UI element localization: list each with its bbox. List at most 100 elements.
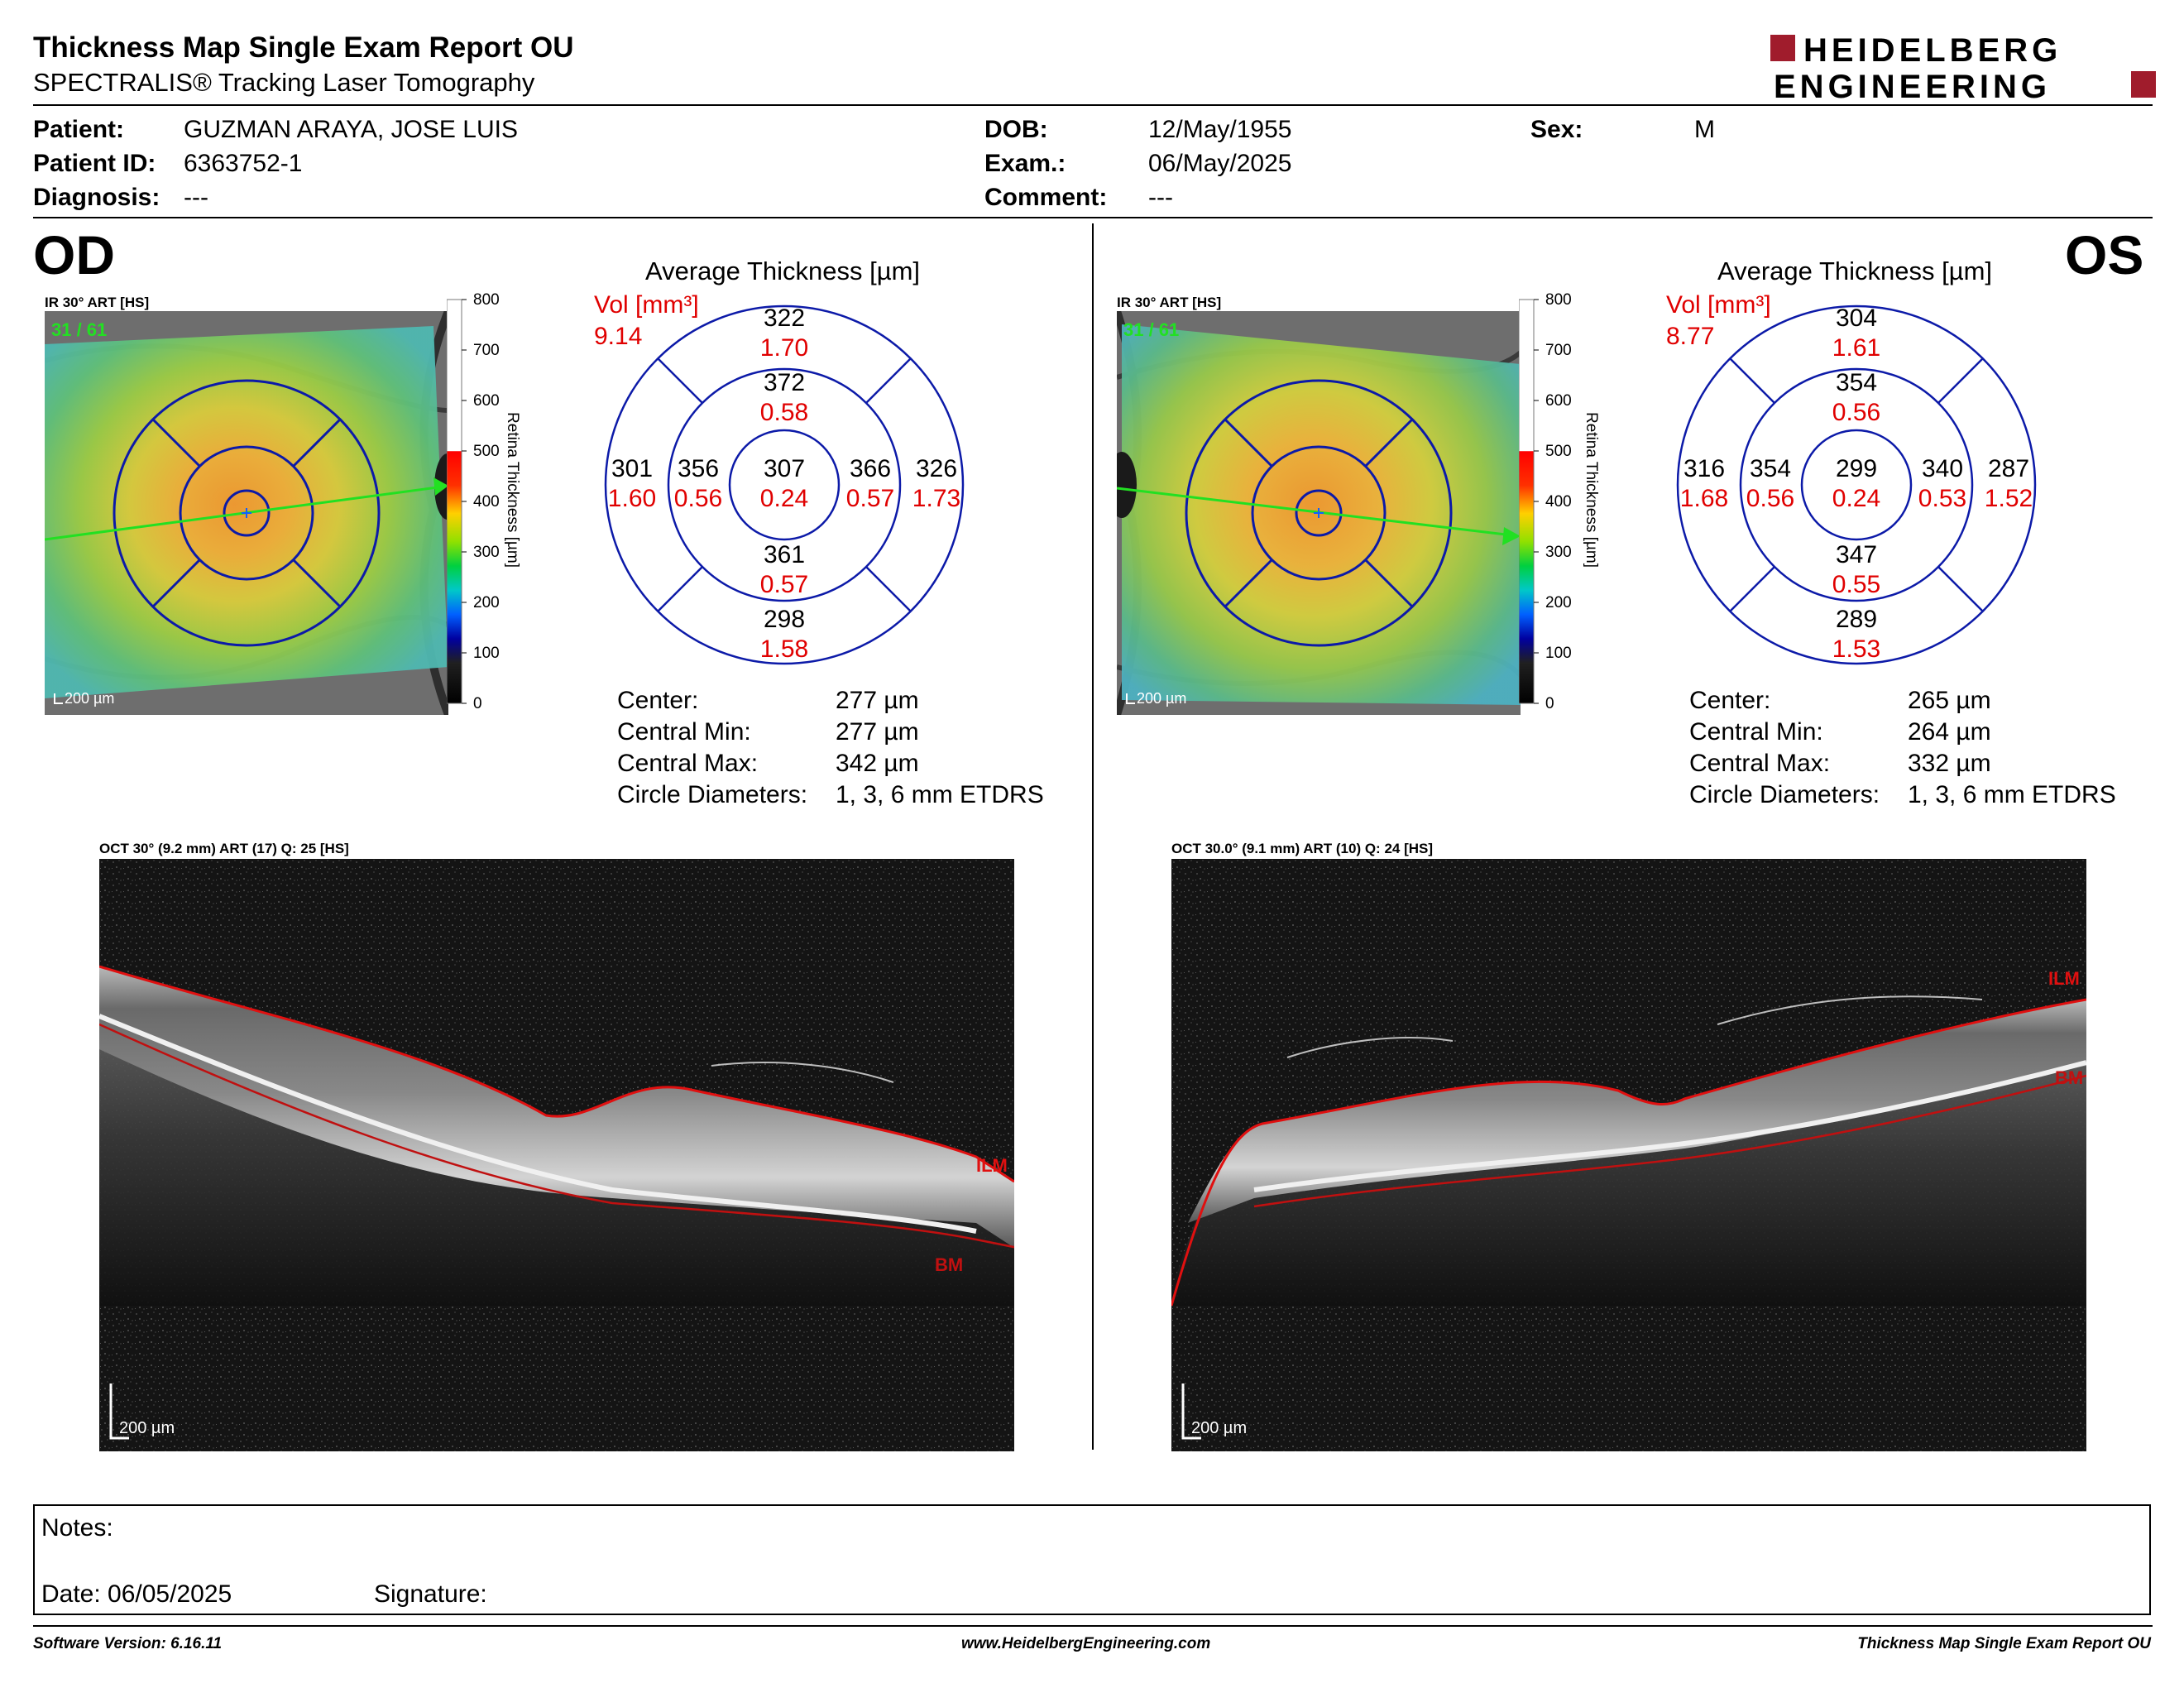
os-outer-inferior-volume: 1.53 (1832, 635, 1880, 663)
od-scale-tick: 800 (473, 291, 500, 309)
od-diam-label: Circle Diameters: (617, 781, 808, 808)
sex-value: M (1694, 116, 1715, 143)
od-scale-tick: 100 (473, 645, 500, 662)
os-center-thickness: 299 (1836, 455, 1877, 482)
os-inner-inferior-thickness: 347 (1836, 541, 1877, 568)
os-scale-label: Retina Thickness [µm] (504, 412, 521, 568)
od-inner-right-volume: 0.57 (846, 485, 894, 512)
os-diam-label: Circle Diameters: (1689, 781, 1880, 808)
os-scale-tick: 0 (1545, 695, 1554, 712)
od-scale-tick: 200 (473, 594, 500, 611)
os-vol-total: 8.77 (1666, 323, 1715, 350)
os-center-value: 265 µm (1908, 687, 1991, 714)
notes-label: Notes: (41, 1514, 113, 1542)
comment-value: --- (1148, 184, 1173, 211)
os-inner-right-thickness: 340 (1922, 455, 1963, 482)
od-scale-tick: 600 (473, 392, 500, 410)
os-oct-caption: OCT 30.0° (9.1 mm) ART (10) Q: 24 [HS] (1171, 841, 1434, 856)
os-ilm-label: ILM (2048, 968, 2080, 989)
od-outer-inferior-volume: 1.58 (760, 635, 808, 663)
os-eye-label: OS (2065, 224, 2144, 285)
od-scale-ticks: 800 700 600 500 400 300 200 100 0 (473, 291, 515, 712)
os-ir-caption: IR 30° ART [HS] (1117, 295, 1222, 310)
os-avg-thickness-title: Average Thickness [µm] (1717, 257, 1993, 285)
patient-name: GUZMAN ARAYA, JOSE LUIS (184, 116, 518, 143)
info-rule (33, 217, 2153, 218)
od-outer-superior-thickness: 322 (764, 305, 805, 332)
os-scale-tick: 800 (1545, 291, 1572, 309)
sex-label: Sex: (1530, 116, 1583, 143)
patient-label: Patient: (33, 116, 125, 143)
od-scale-tick: 500 (473, 443, 500, 460)
os-thickness-map: 31 / 61 200 µm (1117, 311, 1521, 715)
od-max-value: 342 µm (836, 750, 919, 777)
header-rule (33, 104, 2153, 106)
comment-label: Comment: (984, 184, 1108, 211)
od-inner-left-volume: 0.56 (674, 485, 722, 512)
os-stats-table: Center: 265 µm Central Min: 264 µm Central… (1689, 687, 2116, 813)
od-center-thickness: 307 (764, 455, 805, 482)
os-thickness-scale (1519, 299, 1539, 704)
od-inner-superior-thickness: 372 (764, 369, 805, 396)
od-oct-bscan: ILM BM 200 µm (99, 859, 1014, 1451)
od-thickness-scale (447, 299, 467, 704)
os-inner-left-volume: 0.56 (1746, 485, 1794, 512)
od-ilm-label: ILM (976, 1155, 1008, 1176)
os-scale-tick: 600 (1545, 392, 1572, 410)
os-min-value: 264 µm (1908, 718, 1991, 746)
od-outer-superior-volume: 1.70 (760, 334, 808, 362)
report-title: Thickness Map Single Exam Report OU (33, 31, 574, 64)
os-scale-tick: 400 (1545, 493, 1572, 511)
website-link[interactable]: www.HeidelbergEngineering.com (961, 1635, 1211, 1652)
os-inner-right-volume: 0.53 (1918, 485, 1966, 512)
diagnosis-value: --- (184, 184, 208, 211)
os-inner-superior-thickness: 354 (1836, 369, 1877, 396)
od-center-label: Center: (617, 687, 699, 714)
os-outer-superior-thickness: 304 (1836, 305, 1877, 332)
os-inner-inferior-volume: 0.55 (1832, 571, 1880, 598)
od-outer-right-volume: 1.73 (912, 485, 960, 512)
diagnosis-label: Diagnosis: (33, 184, 160, 211)
os-diam-value: 1, 3, 6 mm ETDRS (1908, 781, 2116, 808)
footer-rule (33, 1625, 2153, 1627)
od-inner-inferior-thickness: 361 (764, 541, 805, 568)
date-label: Date: 06/05/2025 (41, 1580, 232, 1608)
os-etdrs-grid: 304 1.61 354 0.56 316 1.68 354 0.56 299 … (1676, 305, 2037, 665)
od-stats-table: Center: 277 µm Central Min: 277 µm Central… (617, 687, 1044, 813)
od-scale-tick: 300 (473, 544, 500, 561)
os-center-label: Center: (1689, 687, 1771, 714)
od-diam-value: 1, 3, 6 mm ETDRS (836, 781, 1044, 808)
os-bm-label: BM (2055, 1067, 2083, 1088)
od-min-label: Central Min: (617, 718, 751, 746)
od-vol-total: 9.14 (594, 323, 643, 350)
os-inner-left-thickness: 354 (1750, 455, 1791, 482)
od-ir-caption: IR 30° ART [HS] (45, 295, 150, 310)
footer-report-name: Thickness Map Single Exam Report OU (1857, 1635, 2151, 1652)
notes-box[interactable]: Notes: Date: 06/05/2025 Signature: (33, 1504, 2151, 1615)
od-outer-inferior-thickness: 298 (764, 606, 805, 633)
os-outer-left-volume: 1.68 (1680, 485, 1728, 512)
patient-id: 6363752-1 (184, 150, 303, 177)
signature-label: Signature: (374, 1580, 487, 1608)
os-scale-tick: 200 (1545, 594, 1572, 611)
svg-text:ENGINEERING: ENGINEERING (1774, 69, 2051, 103)
od-min-value: 277 µm (836, 718, 919, 746)
od-inner-left-thickness: 356 (678, 455, 719, 482)
os-min-label: Central Min: (1689, 718, 1823, 746)
os-scale-tick: 300 (1545, 544, 1572, 561)
od-vol-label: Vol [mm³] (594, 291, 699, 319)
od-center-volume: 0.24 (760, 485, 808, 512)
od-center-value: 277 µm (836, 687, 919, 714)
od-oct-scale: 200 µm (119, 1419, 175, 1437)
os-ir-scale: 200 µm (1137, 690, 1186, 707)
os-outer-left-thickness: 316 (1684, 455, 1725, 482)
od-inner-inferior-volume: 0.57 (760, 571, 808, 598)
od-ir-count: 31 / 61 (51, 319, 107, 340)
os-vol-label: Vol [mm³] (1666, 291, 1771, 319)
os-outer-right-volume: 1.52 (1985, 485, 2033, 512)
svg-text:HEIDELBERG: HEIDELBERG (1803, 32, 2062, 69)
software-version: Software Version: 6.16.11 (33, 1635, 223, 1652)
od-outer-left-thickness: 301 (611, 455, 653, 482)
os-outer-right-thickness: 287 (1988, 455, 2029, 482)
od-eye-label: OD (33, 224, 115, 285)
